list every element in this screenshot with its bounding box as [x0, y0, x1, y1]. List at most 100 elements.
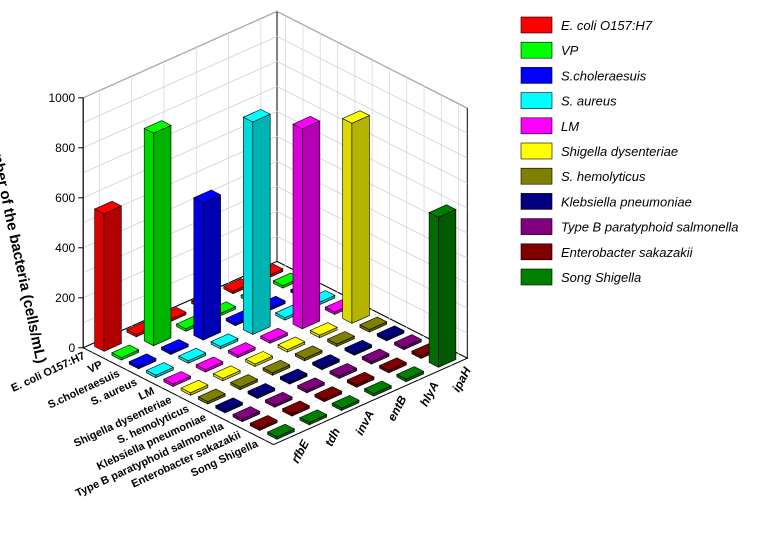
bar-face-top	[128, 353, 157, 367]
bar-face-top	[195, 356, 224, 370]
bar-shigella-dysenteriae-entB	[277, 336, 306, 353]
bar-face-top	[361, 348, 390, 362]
bar-s-choleraesuis-invA	[193, 189, 222, 341]
legend-label: S. hemolyticus	[561, 169, 646, 184]
bar-face-front	[438, 209, 457, 368]
legend-label: Enterobacter sakazakii	[561, 245, 694, 260]
bar-face-top	[292, 115, 321, 130]
legend-swatch	[520, 67, 553, 84]
bar-face-front	[252, 113, 271, 335]
bar-s-hemolyticus-tdh	[230, 374, 259, 391]
bar-face-top	[314, 386, 343, 400]
legend-swatch	[520, 16, 553, 34]
gene-label: rfbE	[288, 437, 312, 466]
gene-label: hlyA	[417, 379, 442, 409]
bar-song-shigella-invA	[331, 395, 360, 411]
gridline-z	[83, 60, 468, 159]
legend-swatch	[520, 117, 553, 135]
bar-s-aureus-rfbE	[145, 362, 174, 379]
legend-label: S.choleraesuis	[561, 68, 647, 83]
bar-s-hemolyticus-hlyA	[326, 331, 356, 347]
bar-face-top	[215, 397, 244, 411]
bar-face-top	[262, 359, 291, 374]
gridline-cat-floor	[126, 283, 321, 371]
bar-face-top	[299, 409, 328, 423]
legend-label: Song Shigella	[561, 270, 641, 285]
bar-face-left	[243, 116, 254, 335]
bar-face-top	[212, 365, 241, 379]
legend-label: Shigella dysenteriae	[561, 144, 678, 159]
bar-face-top	[376, 325, 405, 339]
bar-face-top	[210, 333, 239, 347]
legend-swatch	[520, 92, 553, 109]
gridline-cat-floor	[264, 353, 459, 441]
bar-face-top	[309, 322, 338, 336]
bar-face-top	[227, 342, 256, 356]
bar-klebsiella-pneumoniae-entB	[311, 354, 341, 371]
gridline-cat-floor	[178, 309, 373, 397]
legend: E. coli O157:H7 VP S.choleraesuis S. aureus…	[520, 16, 739, 286]
bar-face-top	[111, 344, 140, 358]
gene-label: ipaH	[449, 364, 474, 394]
bar-face-top	[331, 395, 360, 409]
bar-face-top	[93, 200, 123, 215]
bar-face-top	[277, 336, 306, 350]
gridline-z	[83, 35, 468, 134]
gridline-cat-floor	[212, 327, 407, 415]
bar-face-top	[363, 380, 392, 394]
bar-shigella-dysenteriae-invA	[245, 351, 274, 367]
legend-swatch	[520, 243, 553, 261]
legend-swatch	[520, 268, 553, 286]
gridline-cat-floor	[195, 318, 390, 406]
bar-face-top	[393, 334, 422, 348]
gene-label: invA	[352, 408, 377, 438]
bar-s-hemolyticus-invA	[262, 359, 291, 376]
bar-face-top	[230, 374, 259, 388]
bar-song-shigella-hlyA	[396, 366, 425, 383]
bar-face-top	[145, 362, 174, 376]
bar-type-b-paratyphoid-salmonella-rfbE	[232, 406, 261, 423]
bar-klebsiella-pneumoniae-rfbE	[215, 397, 244, 414]
legend-label: Klebsiella pneumoniae	[561, 194, 692, 209]
z-tick-label: 400	[55, 241, 75, 255]
bar-enterobacter-sakazakii-entB	[346, 371, 375, 388]
bar-face-front	[202, 194, 221, 341]
bars-group	[93, 109, 457, 440]
z-tick-label: 800	[55, 141, 75, 155]
bar-s-choleraesuis-tdh	[160, 339, 189, 355]
bar-vp-rfbE	[111, 344, 140, 361]
bar-face-front	[351, 115, 370, 324]
legend-swatch	[520, 41, 553, 59]
legend-swatch	[520, 167, 553, 185]
bar-face-top	[294, 345, 323, 359]
bar-face-top	[296, 377, 326, 391]
legend-swatch	[520, 193, 553, 210]
bar-song-shigella-entB	[363, 380, 392, 397]
bar-shigella-dysenteriae-hlyA	[309, 322, 338, 339]
bar-type-b-paratyphoid-salmonella-tdh	[264, 391, 293, 408]
bar-shigella-dysenteriae-tdh	[212, 365, 241, 382]
bar-face-top	[193, 189, 222, 203]
bar-s-hemolyticus-entB	[294, 345, 323, 362]
bar-song-shigella-tdh	[299, 409, 328, 426]
bar-song-shigella-rfbE	[266, 423, 296, 440]
bar-face-top	[264, 391, 293, 406]
bar-lm-hlyA	[292, 115, 321, 330]
bar-face-top	[245, 351, 274, 365]
bar-face-top	[178, 347, 207, 362]
bar-face-top	[329, 363, 358, 377]
bar-face-left	[292, 123, 303, 330]
bar-klebsiella-pneumoniae-hlyA	[344, 339, 373, 356]
bar-face-top	[260, 327, 289, 342]
bar-type-b-paratyphoid-salmonella-ipaH	[393, 334, 422, 351]
bar-enterobacter-sakazakii-invA	[314, 386, 343, 403]
bar-enterobacter-sakazakii-tdh	[281, 400, 311, 417]
bar-face-left	[193, 197, 204, 341]
bar-face-top	[359, 316, 388, 330]
bar-lm-rfbE	[163, 371, 192, 387]
bar-face-top	[232, 406, 261, 420]
z-axis-ticks: 0 200 400 600 800 1000	[48, 91, 84, 355]
bar-face-top	[247, 383, 276, 397]
bar-face-top	[346, 371, 375, 386]
